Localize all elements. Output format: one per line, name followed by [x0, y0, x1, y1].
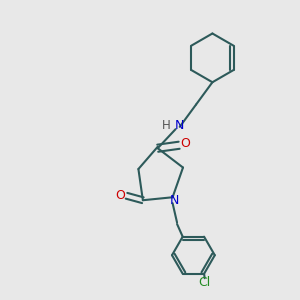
Text: H: H [162, 119, 171, 132]
Text: O: O [115, 189, 125, 202]
Text: N: N [174, 119, 184, 132]
Text: N: N [169, 194, 179, 207]
Text: O: O [180, 137, 190, 150]
Text: Cl: Cl [199, 276, 211, 289]
